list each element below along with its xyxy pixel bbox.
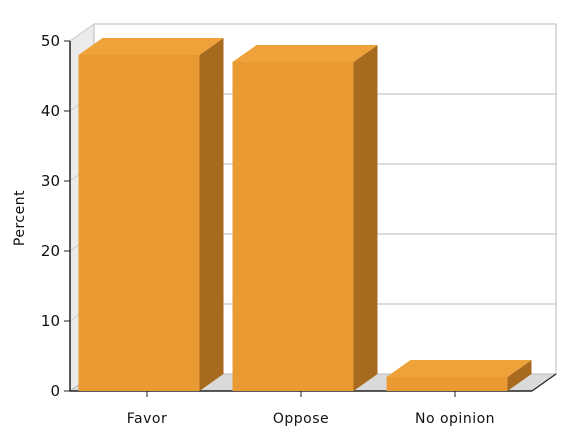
- gridline-side: [69, 23, 95, 42]
- x-tick-label: No opinion: [415, 411, 495, 427]
- bar-top: [386, 360, 532, 377]
- x-tick-labels: Favor Oppose No opinion: [127, 411, 495, 427]
- x-tick-label: Favor: [127, 411, 167, 427]
- y-tick-label: 40: [41, 102, 60, 120]
- bar-top: [78, 38, 224, 55]
- bar-front: [78, 55, 200, 391]
- y-tick-label: 20: [41, 242, 60, 260]
- y-tick-label: 10: [41, 312, 60, 330]
- y-tick-labels: 0 10 20 30 40 50: [41, 32, 60, 400]
- bar-no-opinion: [386, 360, 532, 391]
- bar-oppose: [232, 45, 378, 391]
- y-tick-label: 30: [41, 172, 60, 190]
- y-tick-label: 50: [41, 32, 60, 50]
- bar-front: [232, 62, 354, 391]
- bar-side: [199, 38, 224, 391]
- bar-front: [386, 377, 508, 391]
- bars: [78, 38, 532, 391]
- x-axis-depth: [531, 373, 557, 392]
- y-axis-label: Percent: [12, 190, 28, 246]
- bar-side: [353, 45, 378, 391]
- y-tick-label: 0: [50, 382, 60, 400]
- bar-top: [232, 45, 378, 62]
- x-tick-label: Oppose: [273, 411, 329, 427]
- bar-favor: [78, 38, 224, 391]
- bar-side: [507, 360, 532, 391]
